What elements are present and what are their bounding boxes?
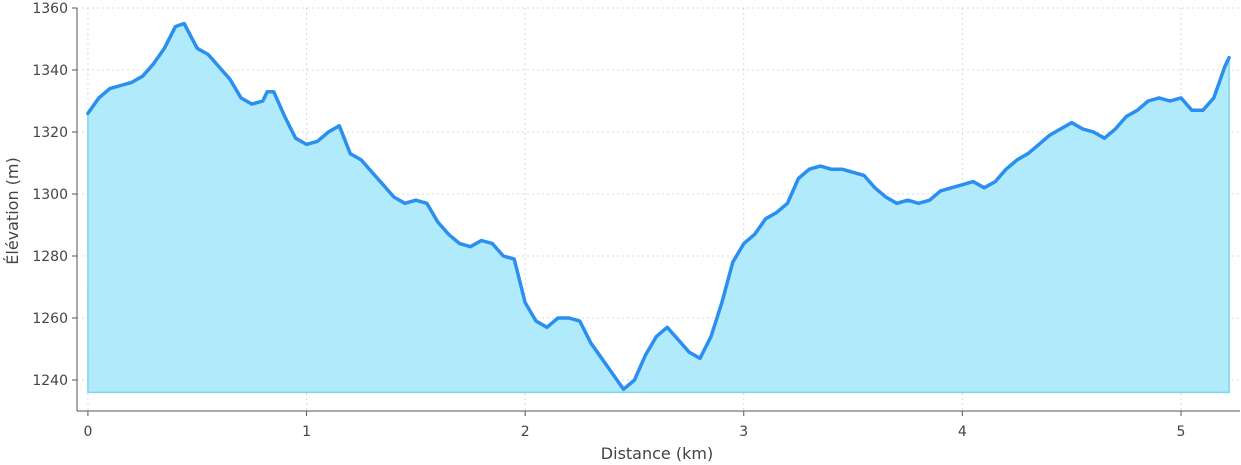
x-tick-label: 5 [1177,424,1186,440]
x-tick-label: 2 [521,424,530,440]
y-tick-label: 1260 [32,311,68,327]
x-tick-label: 0 [83,424,92,440]
x-axis-ticks: 0 1 2 3 4 5 [83,411,1185,440]
y-tick-label: 1300 [32,187,68,203]
x-tick-label: 1 [302,424,311,440]
y-axis-ticks: 1240 1260 1280 1300 1320 1340 1360 [32,1,77,389]
y-tick-label: 1280 [32,249,68,265]
plot-area [86,21,1231,394]
y-tick-label: 1340 [32,63,68,79]
x-tick-label: 3 [739,424,748,440]
elevation-line [86,21,1231,392]
elevation-area [87,22,1230,394]
y-tick-label: 1320 [32,125,68,141]
y-tick-label: 1240 [32,373,68,389]
y-tick-label: 1360 [32,1,68,17]
y-axis-title: Élévation (m) [3,157,22,264]
x-axis-title: Distance (km) [601,444,713,463]
axes [76,8,1240,412]
x-tick-label: 4 [958,424,967,440]
